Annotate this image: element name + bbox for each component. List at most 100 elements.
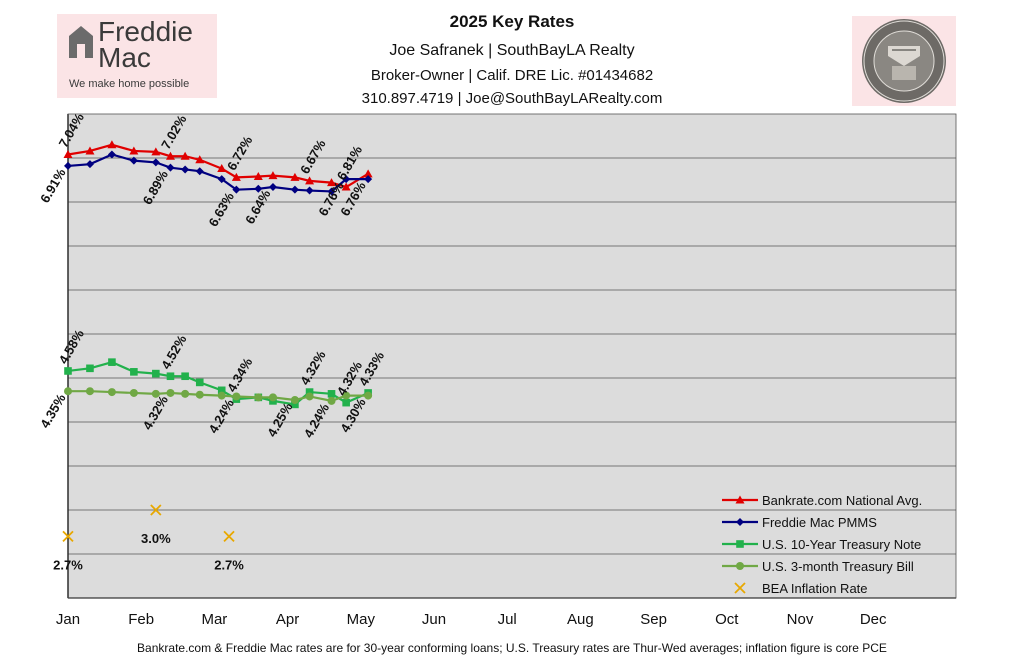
data-point [165,151,175,160]
series-group [63,140,373,191]
data-point [736,540,744,548]
data-point [152,369,160,378]
house-icon [69,26,93,58]
data-point [232,185,241,194]
x-tick-label: Jan [56,611,80,628]
data-point [342,398,350,407]
data-point [342,391,351,400]
legend-item: Freddie Mac PMMS [722,515,877,530]
data-point [64,161,72,170]
data-point [736,562,744,570]
data-point [129,146,139,155]
x-tick-label: Oct [715,611,739,628]
data-point [327,396,336,405]
data-label: 6.91% [37,166,69,206]
logo-tagline: We make home possible [69,78,190,90]
data-point [217,386,226,395]
legend-label: Bankrate.com National Avg. [762,493,922,508]
x-tick-label: Jun [422,611,446,628]
data-point [181,372,189,381]
data-point [85,160,94,169]
plot-area [68,114,956,598]
data-point [734,582,746,594]
plot-border [67,113,957,599]
logo-brand-line1: Freddie [98,16,193,47]
data-point [85,387,94,396]
footnote: Bankrate.com & Freddie Mac rates are for… [137,641,887,655]
data-point [86,364,94,373]
data-point [290,172,300,181]
data-point [305,186,314,195]
data-label: 2.7% [53,557,83,572]
data-label: 4.35% [37,391,69,431]
data-point [64,387,72,396]
data-point [107,140,117,149]
x-tick-label: Nov [787,611,814,628]
data-point [253,171,263,180]
data-point [268,393,277,402]
data-point [181,165,190,174]
data-point [130,368,138,376]
logo-brand-line2: Mac [98,42,151,73]
data-point [166,372,175,381]
series-group [62,504,235,543]
treasury-seal [852,16,956,106]
data-point [166,388,175,397]
data-point [254,393,263,402]
data-point [151,158,160,167]
x-tick-label: Mar [201,611,227,628]
series-group [64,150,373,196]
series-group [64,387,373,405]
data-point [364,175,373,184]
data-point [736,518,744,526]
data-point [268,183,277,192]
data-point [232,392,241,401]
data-label: 3.0% [141,531,171,546]
data-point [290,396,299,404]
data-point [63,149,73,158]
legend-item: Bankrate.com National Avg. [722,493,922,508]
legend-item: U.S. 3-month Treasury Bill [722,559,914,574]
data-point [254,184,263,193]
x-tick-label: Aug [567,611,594,628]
data-point [341,182,351,191]
data-point [305,388,314,396]
x-tick-label: Jul [498,611,517,628]
data-point [342,175,351,184]
data-point [195,378,204,387]
data-point [166,163,175,172]
data-point [268,171,278,180]
data-point [217,164,227,173]
legend-label: U.S. 10-Year Treasury Note [762,537,921,552]
data-point [181,389,190,398]
header-name: Joe Safranek | SouthBayLA Realty [389,42,635,59]
data-point [290,185,299,194]
x-tick-label: Dec [860,611,887,628]
data-point [291,400,299,409]
data-point [151,389,160,398]
legend-label: BEA Inflation Rate [762,581,868,596]
x-tick-label: May [347,611,376,628]
data-point [107,388,116,397]
data-point [129,156,138,165]
data-point [151,147,161,156]
data-point [62,530,74,543]
legend-label: U.S. 3-month Treasury Bill [762,559,914,574]
data-point [231,172,241,181]
header-license: Broker-Owner | Calif. DRE Lic. #01434682 [370,67,654,84]
x-tick-label: Apr [276,611,299,628]
data-point [223,530,235,543]
x-tick-label: Sep [640,611,667,628]
data-point [327,390,336,398]
data-point [85,146,95,155]
data-point [129,388,138,397]
data-label: 2.7% [214,557,244,572]
data-point [195,390,204,399]
legend: Bankrate.com National Avg. Freddie Mac PM… [722,493,922,596]
data-point [327,187,336,196]
data-point [195,155,205,164]
header-contact: 310.897.4719 | Joe@SouthBayLARealty.com [361,90,663,107]
data-point [327,178,337,187]
data-point [305,392,314,401]
